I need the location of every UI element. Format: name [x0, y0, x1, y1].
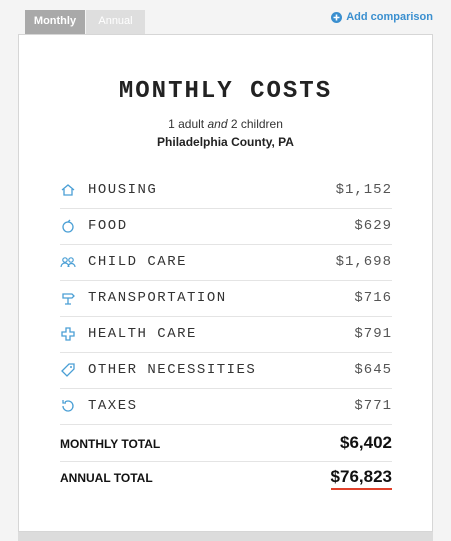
location: Philadelphia County, PA: [157, 135, 294, 149]
row-icon: [62, 293, 75, 305]
annual-total-label: ANNUAL TOTAL: [60, 471, 153, 485]
monthly-total-label: MONTHLY TOTAL: [60, 437, 161, 451]
cost-row: FOOD $629: [60, 208, 392, 245]
annual-total: ANNUAL TOTAL $76,823: [60, 461, 392, 495]
row-label: TRANSPORTATION: [88, 290, 227, 306]
row-icon: [62, 400, 74, 412]
row-icon: [61, 184, 75, 196]
row-label: CHILD CARE: [88, 254, 188, 270]
card-title: MONTHLY COSTS: [118, 78, 333, 105]
plus-icon: [331, 11, 343, 23]
cost-card: MONTHLY COSTS 1 adult and 2 children Phi…: [18, 34, 433, 532]
row-label: OTHER NECESSITIES: [88, 362, 257, 378]
row-value: $645: [354, 362, 392, 378]
row-label: HOUSING: [88, 182, 158, 198]
row-icon: [62, 219, 74, 233]
add-comparison-text[interactable]: Add comparison: [346, 11, 433, 23]
row-value: $791: [354, 326, 392, 342]
cost-row: HOUSING $1,152: [60, 172, 392, 209]
row-label: HEALTH CARE: [88, 326, 197, 342]
cost-row: CHILD CARE $1,698: [60, 244, 392, 281]
children: 2 children: [230, 117, 283, 131]
row-value: $1,152: [335, 182, 392, 198]
row-icon: [61, 327, 75, 341]
monthly-total: MONTHLY TOTAL $6,402: [60, 427, 392, 462]
tab-annual[interactable]: Annual: [86, 10, 145, 34]
and: and: [207, 117, 228, 131]
row-value: $716: [354, 290, 392, 306]
row-icon: [60, 257, 76, 268]
bottom-strip: [18, 532, 433, 541]
cost-row: HEALTH CARE $791: [60, 316, 392, 353]
tab-monthly[interactable]: Monthly: [25, 10, 85, 34]
row-value: $629: [354, 218, 392, 234]
row-icon: [61, 363, 75, 377]
household: 1 adult and 2 children: [19, 117, 432, 131]
row-label: TAXES: [88, 398, 138, 414]
add-comparison[interactable]: Add comparison: [331, 11, 433, 23]
cost-row: OTHER NECESSITIES $645: [60, 352, 392, 389]
cost-row: TRANSPORTATION $716: [60, 280, 392, 317]
row-value: $771: [354, 398, 392, 414]
monthly-total-value: $6,402: [340, 433, 392, 452]
row-value: $1,698: [335, 254, 392, 270]
annual-total-value: $76,823: [330, 467, 392, 490]
cost-row: TAXES $771: [60, 388, 392, 425]
adults: 1 adult: [168, 117, 205, 131]
row-label: FOOD: [88, 218, 128, 234]
